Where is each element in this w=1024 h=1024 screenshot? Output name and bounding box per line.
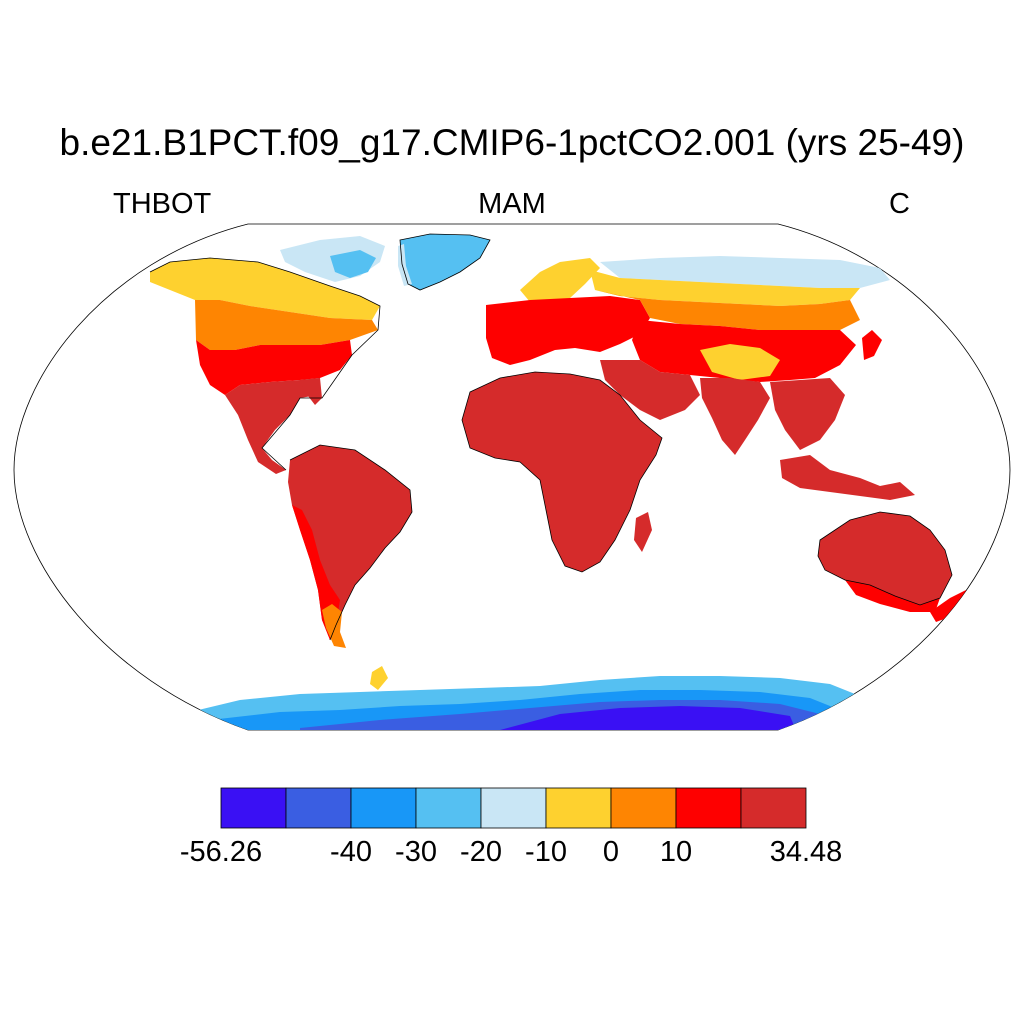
colorbar-label: 10 [659, 836, 693, 868]
colorbar-label: -40 [330, 836, 372, 868]
region-new-zealand [930, 590, 968, 622]
region-indonesia [780, 455, 915, 500]
units-label: C [889, 188, 910, 220]
colorbar-label: -10 [525, 836, 567, 868]
colorbar-label: -56.26 [179, 836, 263, 868]
coastline-greenland [399, 233, 491, 291]
region-siberia [590, 270, 860, 306]
region-india [700, 378, 770, 455]
region-antarctic-peninsula [370, 666, 388, 690]
region-russia-mid [595, 290, 860, 330]
colorbar-box [545, 787, 612, 829]
coastline-africa [461, 371, 663, 573]
region-middle-east [600, 360, 700, 420]
region-australia [818, 512, 952, 605]
colorbar-label: 0 [602, 836, 620, 868]
colorbar-box [415, 787, 482, 829]
region-japan [862, 330, 882, 360]
region-greenland [400, 234, 490, 290]
colorbar-label: -20 [460, 836, 502, 868]
colorbar-box [285, 787, 352, 829]
region-sa-andes [292, 505, 340, 640]
region-siberia-north [600, 256, 890, 288]
region-madagascar [634, 512, 652, 552]
region-na-north [150, 258, 380, 320]
colorbar-box [480, 787, 547, 829]
variable-label: THBOT [113, 188, 212, 220]
region-antarctica-coldest [500, 706, 800, 730]
colorbar-box [740, 787, 807, 829]
region-arctic-cold [330, 250, 376, 278]
coastline-south-america [289, 444, 413, 641]
colorbar-label: 34.48 [769, 836, 843, 868]
season-label: MAM [478, 188, 546, 220]
region-scandinavia [520, 258, 600, 304]
region-europe [486, 296, 650, 365]
region-tibet [700, 344, 780, 380]
region-na-mid [195, 300, 378, 350]
region-se-asia [770, 378, 845, 450]
region-africa [462, 372, 662, 572]
region-patagonia [322, 604, 346, 648]
colorbar-box [675, 787, 742, 829]
colorbar-box [350, 787, 417, 829]
colorbar-label: -30 [395, 836, 437, 868]
coastline-north-america [149, 257, 381, 471]
region-na-south [196, 340, 352, 395]
colorbar-box [610, 787, 677, 829]
plot-title: b.e21.B1PCT.f09_g17.CMIP6-1pctCO2.001 (y… [59, 122, 965, 163]
coastline-australia [817, 511, 953, 606]
colorbar-box [220, 787, 287, 829]
region-central-america [225, 378, 320, 474]
